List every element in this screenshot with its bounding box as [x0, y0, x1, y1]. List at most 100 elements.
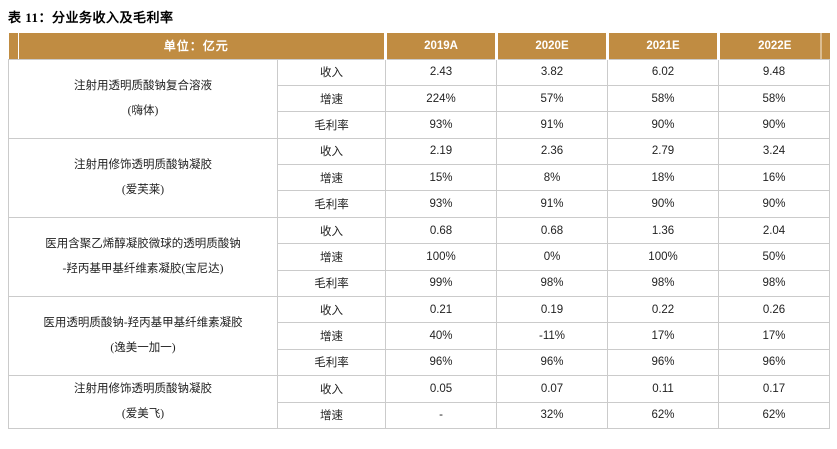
year-column-header-2021e: 2021E	[606, 33, 719, 59]
value-cell: 90%	[718, 111, 831, 139]
header-row: 单位：亿元 2019A 2020E 2021E 2022E	[8, 33, 830, 59]
value-cell: 2.79	[607, 137, 720, 166]
value-cell: 96%	[718, 348, 831, 377]
value-cell: 62%	[718, 401, 831, 429]
metric-label-cell: 增速	[276, 322, 387, 350]
value-cell: 100%	[385, 243, 498, 271]
value-cell: 0.07	[496, 375, 609, 403]
metric-label-cell: 增速	[276, 84, 387, 113]
year-column-header-2020e: 2020E	[495, 33, 608, 59]
value-cell: 90%	[607, 190, 720, 218]
segment-name-line2: (爱芙莱)	[121, 183, 165, 196]
segment-name-cell: 注射用修饰透明质酸钠凝胶 (爱美飞)	[8, 375, 278, 429]
metric-label-cell: 增速	[276, 164, 387, 192]
value-cell: 93%	[385, 111, 498, 139]
value-cell: 16%	[718, 164, 831, 192]
metric-label-cell: 毛利率	[276, 111, 387, 139]
year-column-header-2022e: 2022E	[717, 33, 830, 59]
value-cell: 2.36	[496, 137, 609, 166]
value-cell: 17%	[607, 322, 720, 350]
segment-name-line1: 注射用透明质酸钠复合溶液	[74, 79, 212, 92]
business-revenue-table: 单位：亿元 2019A 2020E 2021E 2022E 注射用透明质酸钠复合…	[8, 33, 831, 429]
value-cell: 32%	[496, 401, 609, 429]
metric-label-cell: 毛利率	[276, 269, 387, 298]
value-cell: 90%	[607, 111, 720, 139]
table-body: 注射用透明质酸钠复合溶液 (嗨体) 收入 2.43 3.82 6.02 9.48 增速 224%…	[8, 58, 831, 429]
value-cell: 0.21	[385, 296, 498, 324]
value-cell: 15%	[385, 164, 498, 192]
value-cell: 58%	[607, 84, 720, 113]
table-row: 毛利率 99% 98% 98% 98%	[9, 269, 831, 298]
table-title: 表 11：分业务收入及毛利率	[8, 10, 174, 25]
value-cell: 91%	[496, 190, 609, 218]
table-row: 毛利率 96% 96% 96% 96%	[9, 348, 831, 377]
segment-name-line1: 医用透明质酸钠-羟丙基甲基纤维素凝胶	[43, 317, 243, 330]
metric-label-cell: 收入	[276, 296, 387, 324]
segment-name-cell: 医用透明质酸钠-羟丙基甲基纤维素凝胶 (逸美一加一)	[8, 296, 278, 377]
value-cell: 8%	[496, 164, 609, 192]
segment-name-cell: 注射用透明质酸钠复合溶液 (嗨体)	[8, 58, 278, 139]
value-cell: 90%	[718, 190, 831, 218]
value-cell: 0.22	[607, 296, 720, 324]
value-cell: 100%	[607, 243, 720, 271]
value-cell: 18%	[607, 164, 720, 192]
segment-name-line2: (逸美一加一)	[110, 342, 176, 355]
value-cell: 0%	[496, 243, 609, 271]
table-row: 增速 -32% 62% 62%	[9, 401, 831, 429]
value-cell: 0.11	[607, 375, 720, 403]
segment-name-line1: 注射用修饰透明质酸钠凝胶	[74, 383, 212, 396]
value-cell: 96%	[496, 348, 609, 377]
table-row: 毛利率 93% 91% 90% 90%	[9, 111, 831, 139]
value-cell: 98%	[496, 269, 609, 298]
value-cell: 98%	[607, 269, 720, 298]
value-cell: 0.05	[385, 375, 498, 403]
table-row: 注射用透明质酸钠复合溶液 (嗨体) 收入 2.43 3.82 6.02 9.48	[8, 58, 831, 139]
value-cell: 0.68	[385, 216, 498, 245]
table-row: 增速 100% 0% 100% 50%	[9, 243, 831, 271]
segment-name-line2: -羟丙基甲基纤维素凝胶(宝尼达)	[62, 262, 224, 275]
value-cell: 62%	[607, 401, 720, 429]
table-row: 医用透明质酸钠-羟丙基甲基纤维素凝胶 (逸美一加一) 收入 0.21 0.19 0.22 0…	[8, 296, 831, 377]
value-cell: 6.02	[607, 58, 720, 86]
table-row: 增速 224% 57% 58% 58%	[9, 84, 831, 113]
value-cell: 224%	[385, 84, 498, 113]
segment-name-line1: 注射用修饰透明质酸钠凝胶	[74, 158, 212, 171]
value-cell: 0.26	[718, 296, 831, 324]
segment-name-cell: 医用含聚乙烯醇凝胶微球的透明质酸钠 -羟丙基甲基纤维素凝胶(宝尼达)	[8, 216, 278, 298]
value-cell: 17%	[718, 322, 831, 350]
unit-header-cell: 单位：亿元	[8, 33, 386, 59]
metric-label-cell: 收入	[276, 58, 387, 86]
value-cell: 2.19	[385, 137, 498, 166]
metric-label-cell: 收入	[276, 216, 387, 245]
year-column-header-2019a: 2019A	[384, 33, 497, 59]
value-cell: 3.24	[718, 137, 831, 166]
table-row: 毛利率 93% 91% 90% 90%	[9, 190, 831, 218]
value-cell: 58%	[718, 84, 831, 113]
segment-name-line2: (爱美飞)	[121, 408, 165, 421]
value-cell: 1.36	[607, 216, 720, 245]
value-cell: 98%	[718, 269, 831, 298]
table-row: 注射用修饰透明质酸钠凝胶 (爱美飞) 收入 0.05 0.07 0.11 0.17	[8, 375, 831, 429]
table-row: 增速 15% 8% 18% 16%	[9, 164, 831, 192]
table-row: 增速 40% -11% 17% 17%	[9, 322, 831, 350]
metric-label-cell: 收入	[276, 137, 387, 166]
value-cell: 0.68	[496, 216, 609, 245]
table-row: 医用含聚乙烯醇凝胶微球的透明质酸钠 -羟丙基甲基纤维素凝胶(宝尼达) 收入 0.68 0…	[8, 216, 831, 298]
metric-label-cell: 毛利率	[276, 348, 387, 377]
metric-label-cell: 增速	[276, 401, 387, 429]
value-cell: 9.48	[718, 58, 831, 86]
table-row: 注射用修饰透明质酸钠凝胶 (爱芙莱) 收入 2.19 2.36 2.79 3.24	[8, 137, 831, 218]
value-cell: 40%	[385, 322, 498, 350]
value-cell: 2.04	[718, 216, 831, 245]
value-cell: 0.17	[718, 375, 831, 403]
value-cell: -11%	[496, 322, 609, 350]
value-cell: 96%	[607, 348, 720, 377]
value-cell: 91%	[496, 111, 609, 139]
table-header: 单位：亿元 2019A 2020E 2021E 2022E	[8, 33, 830, 59]
value-cell: 50%	[718, 243, 831, 271]
segment-name-line1: 医用含聚乙烯醇凝胶微球的透明质酸钠	[45, 237, 241, 250]
metric-label-cell: 增速	[276, 243, 387, 271]
metric-label-cell: 收入	[276, 375, 387, 403]
value-cell: 3.82	[496, 58, 609, 86]
